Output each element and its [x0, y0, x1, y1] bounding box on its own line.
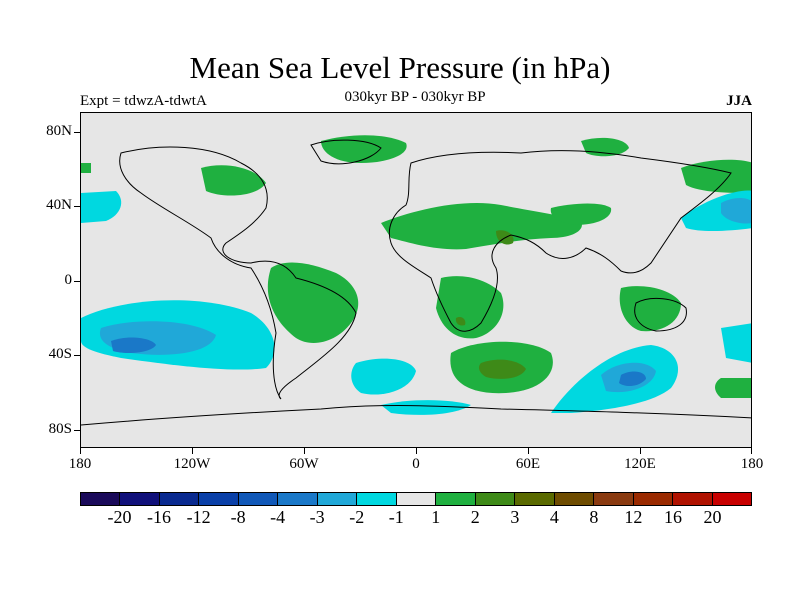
colorbar-label: -8 — [230, 507, 246, 527]
core-south-indian-ocean — [478, 359, 526, 379]
colorbar-swatch — [594, 493, 634, 505]
colorbar-label: -2 — [349, 507, 365, 527]
x-tick — [192, 448, 193, 454]
anomaly-central-asia — [550, 203, 612, 225]
x-axis-label: 60W — [289, 456, 319, 472]
americas-coastline — [119, 146, 357, 400]
x-tick — [751, 448, 752, 454]
colorbar-label: -16 — [147, 507, 172, 527]
anomaly-antarctic-coast — [381, 400, 471, 415]
plot-title: Mean Sea Level Pressure (in hPa) — [189, 50, 611, 85]
colorbar-swatch — [475, 493, 516, 505]
core-south-pacific — [111, 337, 156, 353]
anomaly-north-pacific-east — [81, 191, 122, 223]
y-tick — [74, 281, 80, 282]
anomaly-tasman — [721, 323, 751, 363]
colorbar-label: -12 — [186, 507, 211, 527]
colorbar-label: 12 — [624, 507, 643, 527]
greenland-coastline — [310, 139, 382, 165]
colorbar-label: 1 — [431, 507, 441, 527]
antarctica-coastline — [81, 405, 751, 426]
y-axis-label: 40N — [46, 197, 72, 213]
anomaly-south-atlantic — [351, 358, 416, 395]
anomaly-southern-africa — [436, 276, 504, 339]
colorbar-swatch — [357, 493, 397, 505]
anomaly-west-edge — [81, 163, 91, 173]
colorbar-label: 20 — [703, 507, 722, 527]
mid-north-pacific — [721, 198, 751, 224]
anomaly-greenland-atlantic — [321, 135, 407, 163]
eurasia-africa-coastline — [388, 150, 732, 332]
x-tick — [528, 448, 529, 454]
y-axis-label: 80S — [48, 421, 72, 437]
colorbar-swatch — [515, 493, 555, 505]
pressure-map — [80, 112, 752, 448]
x-axis-label: 0 — [412, 456, 420, 472]
colorbar-label: -20 — [107, 507, 132, 527]
x-tick — [640, 448, 641, 454]
colorbar-label: -3 — [309, 507, 325, 527]
colorbar-swatch — [238, 493, 279, 505]
colorbar-swatch — [436, 493, 476, 505]
colorbar-label: 2 — [470, 507, 480, 527]
x-axis-label: 120W — [173, 456, 211, 472]
anomaly-north-africa-middle-east — [381, 203, 582, 250]
period-label: 030kyr BP - 030kyr BP — [344, 89, 486, 105]
colorbar-label: 16 — [663, 507, 682, 527]
colorbar — [80, 492, 752, 506]
anomaly-south-america — [267, 262, 359, 343]
anomaly-south-pacific-east — [715, 378, 751, 398]
experiment-label: Expt = tdwzA-tdwtA — [80, 93, 207, 109]
x-tick — [416, 448, 417, 454]
colorbar-label: 4 — [549, 507, 559, 527]
y-tick — [74, 206, 80, 207]
colorbar-swatch — [317, 493, 358, 505]
negative-core-areas — [111, 337, 646, 387]
colorbar-swatch — [159, 493, 200, 505]
colorbar-swatch — [633, 493, 674, 505]
colorbar-swatch — [673, 493, 713, 505]
colorbar-label: 3 — [510, 507, 520, 527]
anomaly-north-pacific — [681, 159, 751, 193]
australia-coastline — [634, 297, 687, 332]
anomaly-north-america — [201, 165, 266, 196]
y-tick — [74, 430, 80, 431]
y-axis-label: 40S — [48, 346, 72, 362]
colorbar-swatch — [120, 493, 160, 505]
x-axis-label: 180 — [740, 456, 764, 472]
season-label: JJA — [726, 93, 752, 109]
colorbar-label: 8 — [589, 507, 599, 527]
colorbar-swatch — [81, 493, 121, 505]
x-tick — [304, 448, 305, 454]
y-tick — [74, 132, 80, 133]
core-southern-ocean — [619, 371, 646, 387]
x-axis-label: 180 — [68, 456, 92, 472]
colorbar-swatch — [199, 493, 239, 505]
colorbar-label: -4 — [270, 507, 286, 527]
x-axis-label: 60E — [515, 456, 541, 472]
anomaly-arctic-siberia — [581, 137, 629, 157]
coastlines — [81, 139, 751, 426]
y-axis-label: 0 — [64, 272, 73, 288]
x-tick — [80, 448, 81, 454]
colorbar-swatch — [278, 493, 318, 505]
colorbar-swatch — [396, 493, 437, 505]
colorbar-label: -1 — [388, 507, 404, 527]
core-southern-africa — [455, 316, 466, 326]
anomaly-australia — [619, 286, 681, 332]
y-axis-label: 80N — [46, 123, 72, 139]
colorbar-swatch — [712, 493, 751, 505]
x-axis-label: 120E — [624, 456, 656, 472]
colorbar-swatch — [554, 493, 595, 505]
y-tick — [74, 355, 80, 356]
